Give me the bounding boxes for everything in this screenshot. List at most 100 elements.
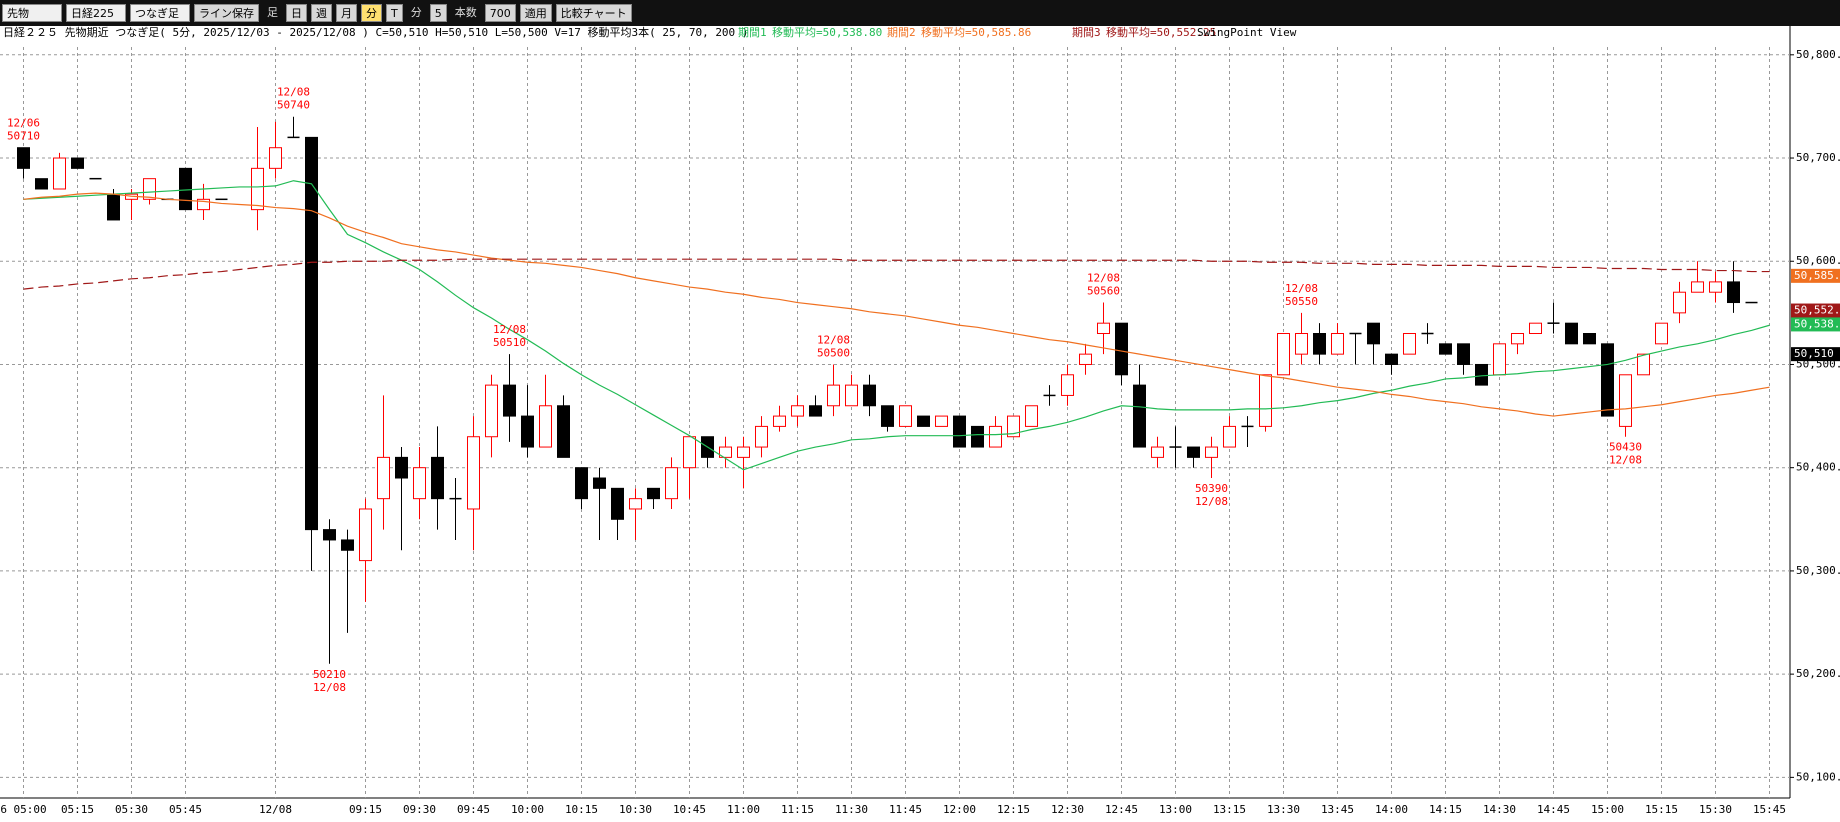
candle-body [683, 436, 696, 469]
candle-body [1529, 322, 1542, 335]
x-tick-label: 15:15 [1645, 803, 1678, 816]
candle-body [269, 147, 282, 169]
bar-label: 足 [263, 4, 282, 22]
x-tick-label: 05:15 [61, 803, 94, 816]
candle-body [863, 384, 876, 407]
apply-button[interactable]: 適用 [519, 4, 552, 22]
candle-body [1457, 343, 1470, 365]
swing-date: 12/08 [1087, 272, 1120, 285]
candle-body [1403, 333, 1416, 355]
swing-price: 50210 [313, 668, 346, 681]
candle-body [485, 384, 498, 438]
x-tick-label: 05:30 [115, 803, 148, 816]
minute-button[interactable]: 分 [361, 4, 382, 22]
legend-name: 期間3 [1072, 26, 1101, 39]
candle-body [845, 384, 858, 407]
y-tick-label: 50,400. [1796, 461, 1840, 474]
legend-name: 期間1 [738, 26, 767, 39]
swing-price: 50710 [7, 130, 40, 143]
y-tick-label: 50,100. [1796, 770, 1840, 783]
legend-extra: SwingPoint View [1197, 26, 1297, 39]
candle-body [251, 167, 264, 211]
candle-body [629, 498, 642, 510]
swing-price: 50740 [277, 99, 310, 112]
price-tag [1791, 347, 1840, 362]
x-tick-label: 10:00 [511, 803, 544, 816]
candle-body [1565, 322, 1578, 345]
candle-body [1637, 353, 1650, 376]
save-button[interactable]: ライン保存 [194, 4, 259, 22]
candle-body [359, 508, 372, 562]
candle-body [1313, 333, 1326, 355]
x-tick-label: 12:00 [943, 803, 976, 816]
week-button[interactable]: 週 [311, 4, 332, 22]
candle-body [737, 446, 750, 458]
swing-date: 12/08 [1285, 282, 1318, 295]
candle-body [611, 487, 624, 520]
candle-body [1727, 281, 1740, 304]
price-tag-label: 50,538.8 [1794, 317, 1840, 330]
interval-input[interactable]: 5 [429, 4, 447, 22]
x-tick-label: 11:30 [835, 803, 868, 816]
candle-body [647, 487, 660, 500]
candle-body [989, 425, 1002, 448]
day-button[interactable]: 日 [286, 4, 307, 22]
swing-date: 12/08 [493, 323, 526, 336]
count-input[interactable]: 700 [484, 4, 516, 22]
swing-price: 50430 [1609, 441, 1642, 454]
candle-body [1061, 374, 1074, 396]
x-tick-label: 15:45 [1753, 803, 1786, 816]
count-label: 本数 [450, 4, 481, 22]
candle-body [917, 415, 930, 427]
candle-body [1079, 353, 1092, 365]
legend-value: 移動平均=50,552.25 [1106, 26, 1216, 39]
price-tag [1791, 268, 1840, 283]
candle-body [1223, 425, 1236, 448]
candle-body [53, 157, 66, 190]
unit-label: 分 [406, 4, 426, 22]
month-button[interactable]: 月 [336, 4, 357, 22]
candle-body [899, 405, 912, 427]
candle-body [395, 456, 408, 479]
symbol-select[interactable]: 日経225 [66, 4, 126, 22]
candle-body [1205, 446, 1218, 458]
legend-name: 期間2 [887, 26, 916, 39]
candle-body [17, 147, 30, 169]
candle-body [1655, 322, 1668, 345]
chart: 日経２２５ 先物期近 つなぎ足( 5分, 2025/12/03 - 2025/1… [0, 26, 1840, 822]
candle-body [881, 405, 894, 427]
tick-button[interactable]: T [386, 4, 403, 22]
mode-select[interactable]: つなぎ足 [130, 4, 190, 22]
compare-button[interactable]: 比較チャート [555, 4, 632, 22]
x-tick-label: 05:45 [169, 803, 202, 816]
swing-price: 50560 [1087, 285, 1120, 298]
swing-date: 12/06 [7, 117, 40, 130]
swing-price: 50500 [817, 346, 850, 359]
candle-body [1025, 405, 1038, 427]
candle-body [467, 436, 480, 510]
swing-date: 12/08 [313, 681, 346, 694]
candle-body [143, 178, 156, 200]
x-tick-label: 11:00 [727, 803, 760, 816]
x-tick-label: 13:15 [1213, 803, 1246, 816]
swing-price: 50510 [493, 336, 526, 349]
candle-body [107, 193, 120, 221]
candle-body [935, 415, 948, 427]
x-tick-label: 09:45 [457, 803, 490, 816]
x-tick-label: 13:30 [1267, 803, 1300, 816]
candle-body [1331, 333, 1344, 355]
candle-body [1259, 374, 1272, 427]
candle-body [1493, 343, 1506, 376]
price-tag [1791, 317, 1840, 332]
legend-value: 移動平均=50,538.80 [772, 26, 882, 39]
candle-body [755, 425, 768, 448]
market-select[interactable]: 先物 [2, 4, 62, 22]
candle-body [665, 467, 678, 500]
x-tick-label: 15:30 [1699, 803, 1732, 816]
candle-body [575, 467, 588, 500]
candle-body [1601, 343, 1614, 417]
candle-body [557, 405, 570, 458]
candle-body [71, 157, 84, 169]
candle-body [521, 415, 534, 448]
x-tick-label: 12:30 [1051, 803, 1084, 816]
